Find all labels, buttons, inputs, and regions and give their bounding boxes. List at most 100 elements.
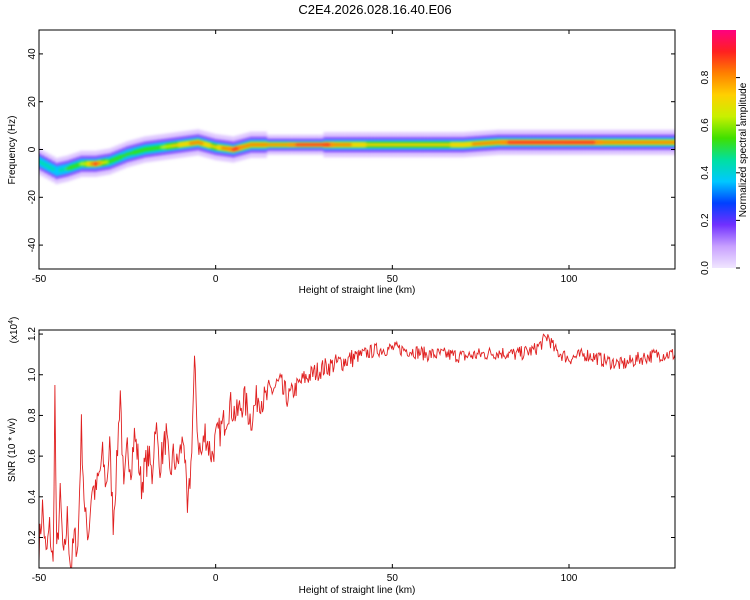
spectrogram-cell [503, 140, 508, 144]
spectrogram-x-axis-title: Height of straight line (km) [299, 285, 416, 296]
spectrogram-cell [132, 150, 137, 154]
spectrogram-cell [284, 143, 289, 146]
x-tick-label: 0 [213, 274, 219, 285]
chart-title: C2E4.2026.028.16.40.E06 [298, 2, 451, 17]
spectrogram-cell [58, 168, 63, 172]
spectrogram-heat-layer [39, 129, 675, 185]
spectrogram-cell [493, 141, 497, 144]
spectrogram-cell [538, 140, 543, 144]
spectrogram-cell [65, 167, 70, 171]
spectrogram-cell [54, 169, 59, 173]
snr-x-axis: -50 0 50 100 [32, 330, 578, 584]
spectrogram-cell [383, 143, 388, 147]
spectrogram-cell [114, 157, 119, 160]
spectrogram-cell [507, 140, 511, 144]
spectrogram-cell [627, 140, 632, 144]
spectrogram-cell [584, 140, 589, 144]
spectrogram-cell [182, 142, 186, 146]
spectrogram-cell [238, 146, 243, 149]
spectrogram-cell [323, 143, 328, 147]
snr-x-axis-title: Height of straight line (km) [299, 585, 416, 596]
colorbar-gradient [712, 30, 736, 268]
colorbar-tick-label: 0.8 [700, 70, 711, 84]
spectrogram-cell [450, 143, 455, 147]
spectrogram-cell [235, 147, 239, 150]
snr-panel: -50 0 50 100 0.2 0.4 0.6 0.8 1.0 1.2 Height of s… [7, 317, 676, 596]
spectrogram-cell [316, 143, 321, 146]
spectrogram-cell [291, 143, 296, 146]
y-tick-label: 1.2 [27, 327, 38, 341]
spectrogram-cell [574, 140, 579, 144]
spectrogram-cell [252, 143, 257, 147]
spectrogram-cell [411, 143, 416, 147]
spectrogram-cell [270, 143, 275, 146]
spectrogram-cell [224, 147, 229, 150]
spectrogram-cell [337, 143, 342, 147]
spectrogram-cell [334, 143, 338, 147]
spectrogram-cell [86, 162, 91, 166]
y-tick-label: 0.4 [27, 489, 38, 503]
spectrogram-cell [510, 140, 515, 144]
spectrogram-cell [249, 143, 253, 147]
spectrogram-cell [266, 143, 271, 146]
x-tick-label: 100 [561, 573, 578, 584]
spectrogram-cell [531, 140, 536, 144]
spectrogram-cell [436, 143, 441, 147]
spectrogram-cell [210, 144, 215, 148]
spectrogram-cell [447, 143, 451, 147]
spectrogram-cell [556, 140, 561, 144]
spectrogram-cell [634, 140, 639, 144]
spectrogram-cell [365, 143, 370, 147]
spectrogram-cell [125, 152, 130, 156]
spectrogram-cell [415, 143, 420, 147]
spectrogram-cell [330, 143, 335, 147]
spectrogram-y-axis-title: Frequency (Hz) [7, 116, 18, 185]
colorbar-title: Normalized spectral amplitude [738, 82, 749, 217]
spectrogram-cell [478, 142, 483, 145]
spectrogram-cell [641, 140, 646, 144]
spectrogram-cell [351, 143, 356, 147]
snr-y-axis-title: SNR (10 * v/v) [7, 418, 18, 482]
spectrogram-cell [581, 140, 586, 144]
spectrogram-cell [220, 146, 225, 150]
y-tick-label: 0.6 [27, 449, 38, 463]
spectrogram-cell [167, 144, 172, 148]
spectrogram-cell [468, 142, 473, 146]
spectrogram-cell [595, 140, 600, 144]
spectrogram-cell [489, 141, 494, 145]
spectrogram-cell [298, 143, 303, 146]
spectrogram-cell [76, 163, 80, 167]
spectrogram-cell [358, 143, 363, 147]
spectrogram-cell [213, 145, 218, 149]
spectrogram-cell [648, 140, 653, 144]
spectrogram-cell [104, 160, 109, 164]
spectrogram-cell [245, 144, 250, 148]
y-tick-label: 0 [27, 146, 38, 152]
spectrogram-cell [79, 162, 84, 166]
spectrogram-cell [111, 158, 116, 162]
colorbar-tick-label: 0.2 [700, 213, 711, 227]
spectrogram-cell [652, 140, 656, 144]
spectrogram-cell [157, 146, 162, 149]
spectrogram-cell [454, 143, 458, 147]
spectrogram-cell [535, 140, 540, 144]
spectrogram-cell [644, 140, 649, 144]
spectrogram-cell [620, 140, 624, 144]
spectrogram-cell [401, 143, 405, 147]
spectrogram-cell [348, 143, 352, 147]
spectrogram-cell [217, 146, 222, 149]
spectrogram-cell [517, 140, 522, 144]
spectrogram-cell [295, 143, 299, 146]
colorbar-axis: 0.0 0.2 0.4 0.6 0.8 [700, 70, 740, 275]
colorbar: 0.0 0.2 0.4 0.6 0.8 Normalized spectral ampl… [700, 30, 749, 275]
spectrogram-cell [432, 143, 437, 147]
spectrogram-cell [72, 164, 77, 168]
spectrogram-cell [192, 141, 197, 145]
spectrogram-cell [39, 160, 41, 163]
spectrogram-cell [199, 141, 204, 145]
x-tick-label: 50 [387, 274, 399, 285]
spectrogram-cell [242, 145, 246, 149]
spectrogram-cell [591, 140, 596, 144]
spectrogram-cell [277, 143, 282, 146]
x-tick-label: -50 [32, 274, 47, 285]
